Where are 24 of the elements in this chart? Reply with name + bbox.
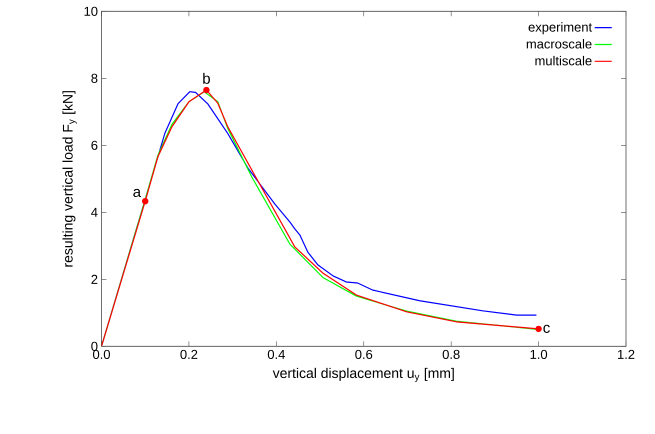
point (203, 86, 210, 94)
annotation: a (133, 188, 142, 198)
annotation: b (203, 72, 210, 84)
x-tick-label: 0.2 (180, 350, 198, 359)
x-tick-label: 0.6 (355, 350, 372, 359)
y-tick-label: 2 (91, 274, 98, 284)
point (142, 198, 148, 204)
annotation: c (543, 324, 550, 333)
point (535, 326, 542, 332)
legend-label: macroscale (526, 39, 592, 49)
x-tick-label: 1.2 (618, 350, 634, 359)
y-tick-label: 4 (91, 208, 98, 217)
legend-label: multiscale (535, 56, 592, 66)
y-tick-label: 8 (91, 74, 98, 83)
y-tick-label: 0 (91, 342, 98, 351)
x-axis-title: vertical displacement u$_{y}$ [mm] (272, 368, 454, 382)
y-tick-label: 6 (91, 140, 98, 150)
x-tick-label: 0.0 (93, 350, 110, 359)
legend-label: experiment (528, 22, 592, 34)
y-axis-title: resulting vertical load F$_{y}$ [kN] (62, 91, 77, 267)
x-tick-label: 0.4 (268, 350, 285, 359)
x-tick-label: 1.0 (530, 350, 548, 359)
x-tick-label: 0.8 (442, 350, 460, 359)
y-tick-label: 10 (84, 6, 98, 16)
